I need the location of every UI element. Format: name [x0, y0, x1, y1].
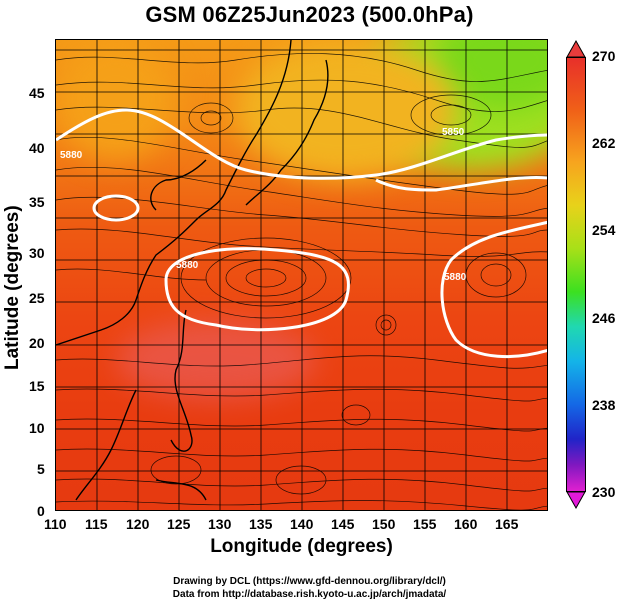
contour-label: 5880	[444, 272, 467, 283]
coastlines	[56, 40, 329, 501]
colorbar-bottom-arrow	[566, 491, 586, 509]
contour-label: 5880	[60, 150, 83, 161]
credit-data: Data from http://database.rish.kyoto-u.a…	[172, 589, 447, 600]
x-tick-label: 130	[208, 516, 232, 532]
contour-label: 5850	[442, 127, 465, 138]
colorbar-top-arrow	[566, 40, 586, 58]
colorbar-label: 238	[592, 397, 616, 413]
y-tick-label: 0	[37, 503, 45, 519]
x-tick-label: 115	[85, 516, 108, 532]
x-tick-label: 125	[167, 516, 191, 532]
x-axis-label: Longitude (degrees)	[210, 536, 393, 557]
chart-title: GSM 06Z25Jun2023 (500.0hPa)	[145, 2, 474, 27]
x-tick-label: 165	[495, 516, 519, 532]
geopotential-contours	[56, 108, 547, 358]
y-axis-label-text: Latitude (degrees)	[2, 205, 23, 370]
colorbar	[566, 57, 586, 492]
y-tick-label: 25	[29, 290, 45, 306]
colorbar-label: 270	[592, 48, 616, 64]
y-tick-label: 30	[29, 245, 45, 261]
x-tick-label: 145	[331, 516, 355, 532]
x-tick-label: 150	[372, 516, 396, 532]
y-tick-label: 5	[37, 461, 45, 477]
y-tick-label: 10	[29, 420, 45, 436]
x-tick-label: 155	[413, 516, 437, 532]
x-tick-label: 140	[290, 516, 314, 532]
y-tick-label: 40	[29, 140, 45, 156]
y-tick-label: 35	[29, 194, 45, 210]
colorbar-label: 254	[592, 222, 616, 238]
colorbar-label: 246	[592, 310, 616, 326]
contour-labels: 5880 5880 5880 5850	[60, 127, 467, 283]
map-overlay: 5880 5880 5880 5850	[56, 40, 547, 510]
x-tick-label: 135	[249, 516, 273, 532]
credit-drawing: Drawing by DCL (https://www.gfd-dennou.o…	[173, 576, 446, 587]
colorbar-label: 262	[592, 135, 616, 151]
y-tick-label: 15	[29, 378, 45, 394]
x-tick-label: 110	[44, 516, 67, 532]
map-plot-area: 5880 5880 5880 5850	[55, 39, 548, 511]
y-tick-label: 20	[29, 335, 45, 351]
streamlines	[56, 53, 547, 510]
x-tick-label: 120	[126, 516, 150, 532]
x-tick-label: 160	[454, 516, 478, 532]
colorbar-gradient	[566, 57, 586, 492]
y-tick-label: 45	[29, 85, 45, 101]
contour-label: 5880	[176, 260, 199, 271]
colorbar-label: 230	[592, 484, 616, 500]
